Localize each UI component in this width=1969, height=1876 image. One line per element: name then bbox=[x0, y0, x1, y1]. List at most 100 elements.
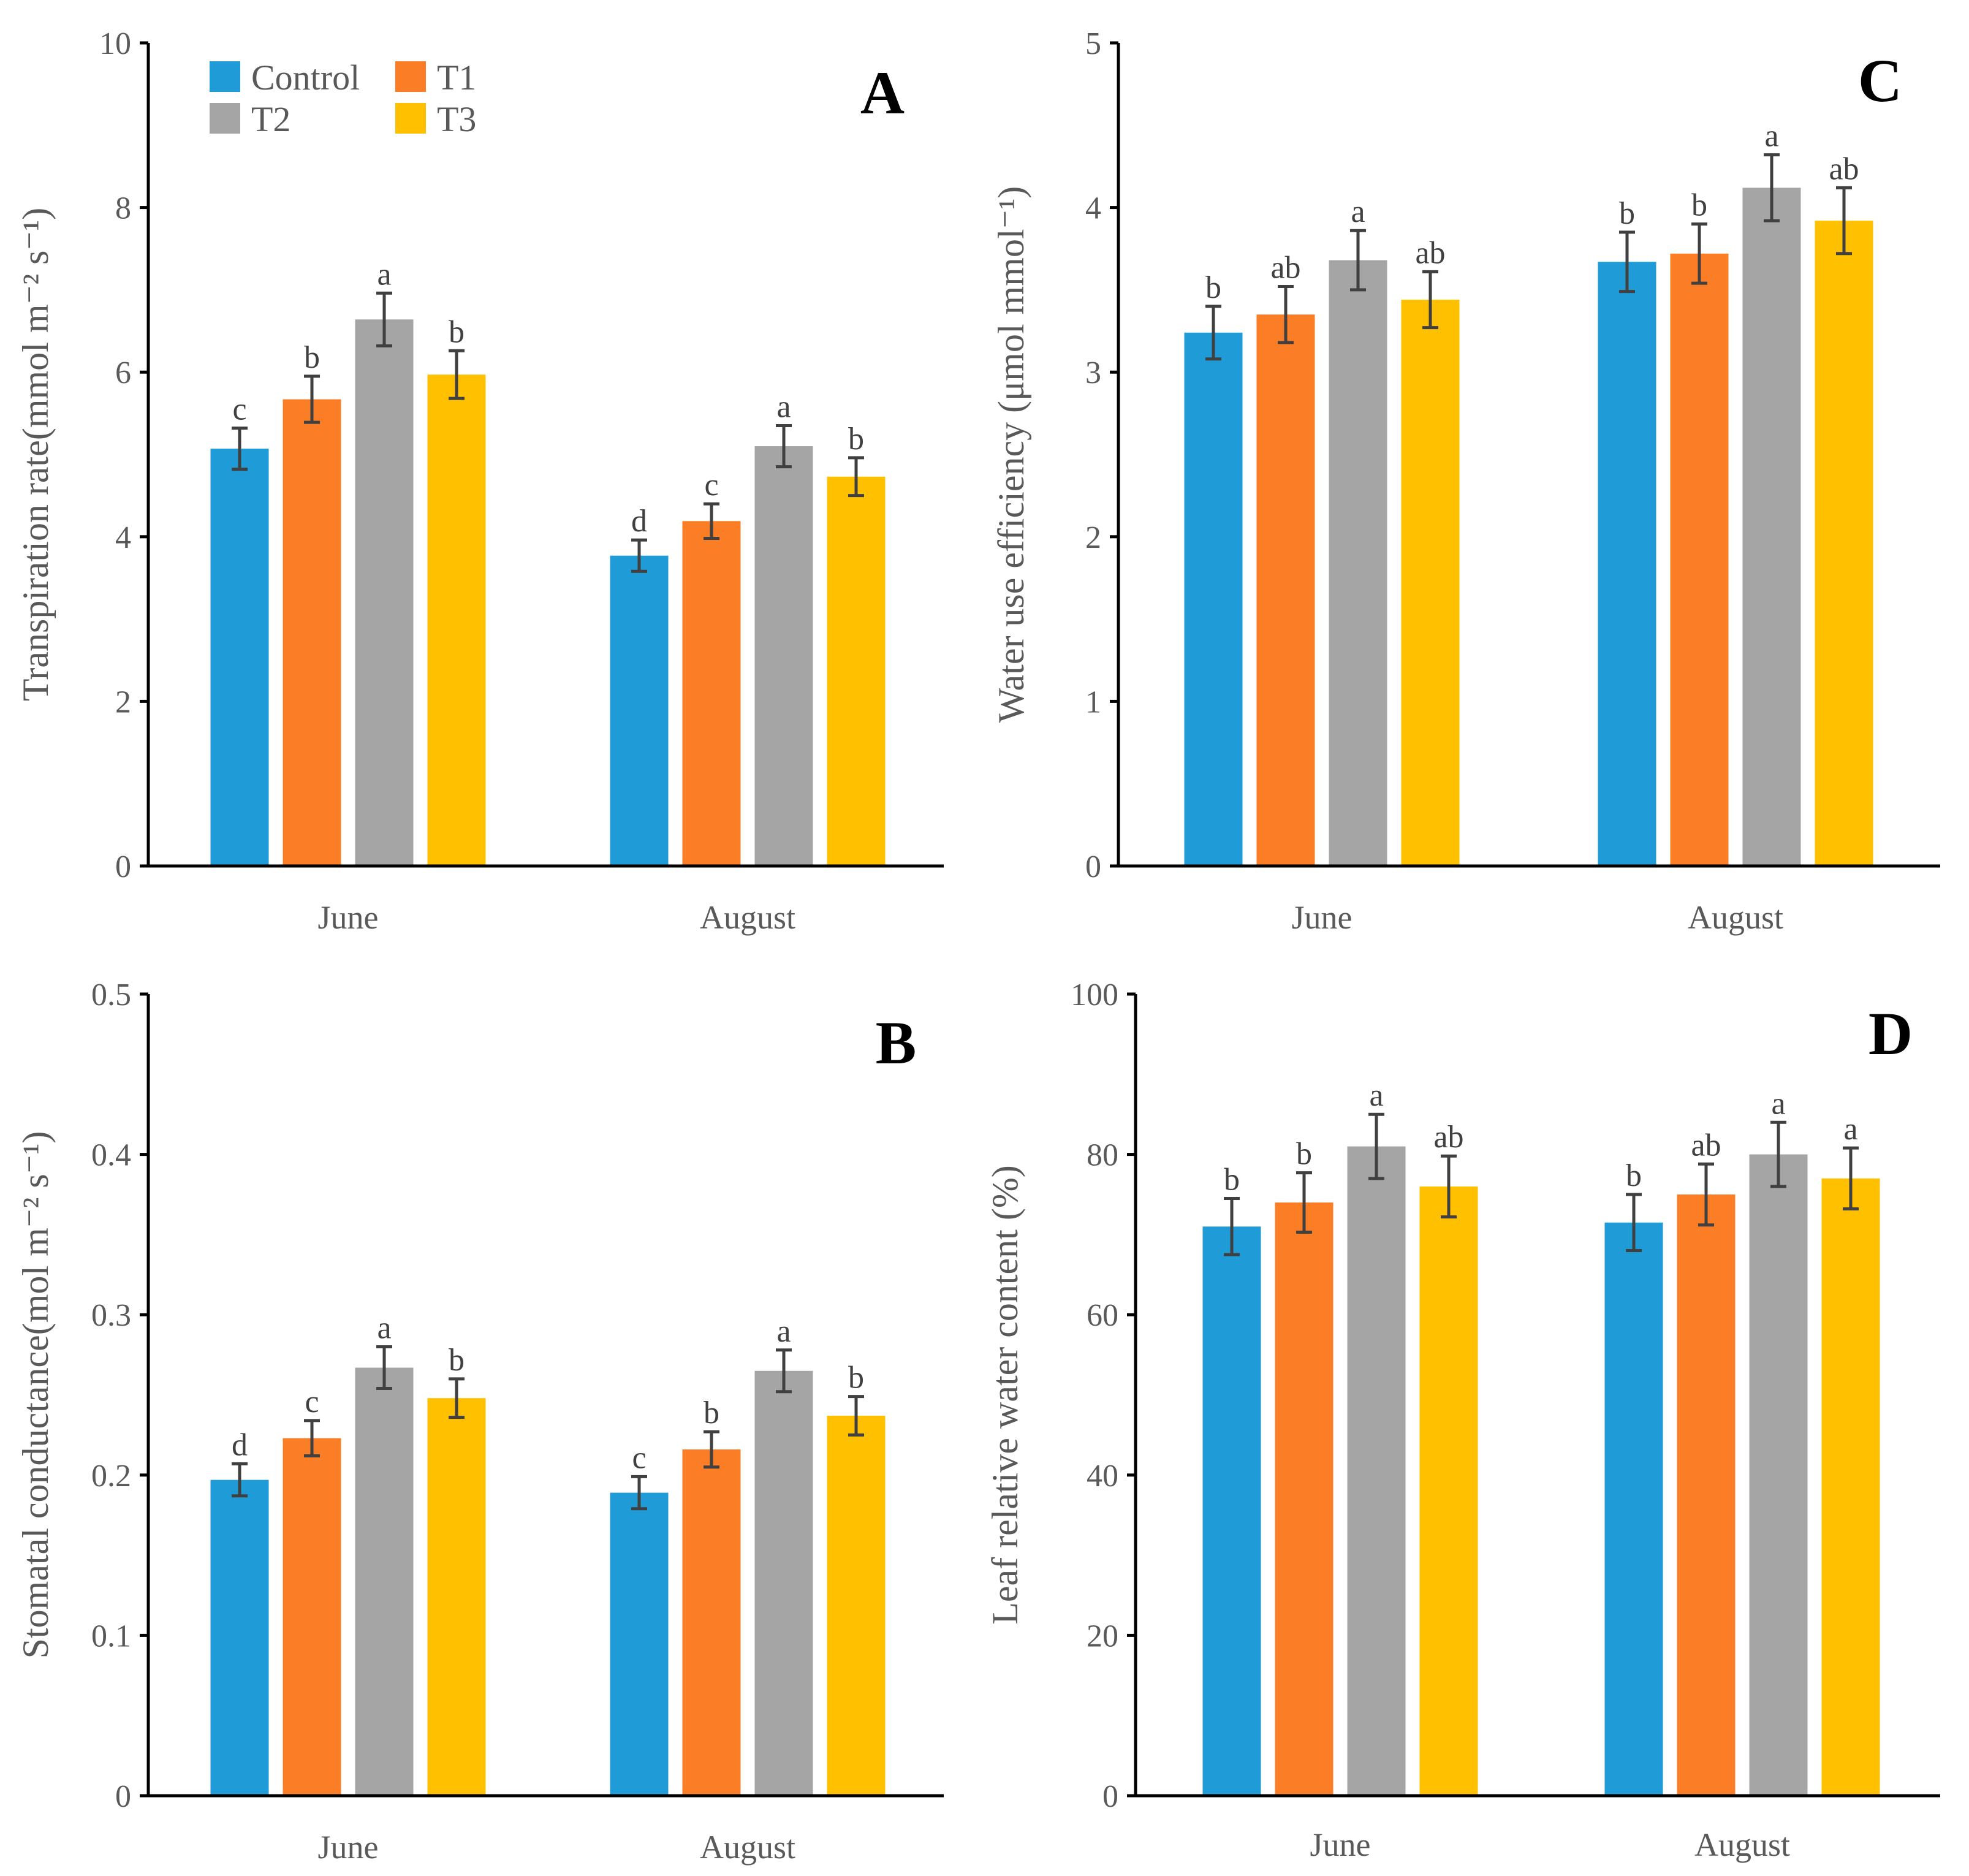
significance-letter: a bbox=[776, 389, 791, 424]
bar-c-june-control bbox=[1184, 332, 1243, 866]
error-bar bbox=[704, 502, 719, 540]
significance-letter: b bbox=[1619, 196, 1635, 231]
significance-letter: ab bbox=[1433, 1120, 1463, 1155]
significance-letter: b bbox=[449, 314, 465, 349]
bar-b-august-t3 bbox=[827, 1416, 886, 1796]
error-bar bbox=[1764, 153, 1780, 222]
bar-a-june-t2 bbox=[355, 319, 414, 866]
significance-letter: ab bbox=[1415, 235, 1445, 270]
panel-a: c d b c a a b b 0 2 4 6 8 10 June August Transpiration r… bbox=[15, 26, 944, 936]
y-tick-label: 0 bbox=[115, 1779, 131, 1814]
x-tick-label: August bbox=[700, 1829, 795, 1866]
bar-b-june-t3 bbox=[427, 1398, 486, 1796]
significance-letter: ab bbox=[1270, 251, 1300, 286]
bar-a-august-control bbox=[610, 555, 669, 866]
error-bar bbox=[1296, 1171, 1312, 1234]
bar-c-june-t1 bbox=[1256, 314, 1315, 866]
y-tick-label: 2 bbox=[115, 685, 131, 720]
panel-c: b b ab b a a ab ab 0 1 2 3 4 5 June August Water use eff… bbox=[991, 26, 1940, 936]
error-bar bbox=[1224, 1197, 1240, 1256]
y-tick-label: 8 bbox=[115, 191, 131, 226]
legend-swatch bbox=[395, 103, 426, 134]
significance-letter: a bbox=[776, 1314, 791, 1349]
bar-c-august-t2 bbox=[1742, 188, 1801, 866]
y-tick-label: 80 bbox=[1087, 1138, 1118, 1173]
y-tick-label: 10 bbox=[99, 26, 131, 61]
bar-a-june-control bbox=[210, 449, 269, 866]
significance-letter: d bbox=[232, 1427, 248, 1462]
bar-a-august-t1 bbox=[682, 521, 741, 866]
significance-letter: a bbox=[377, 257, 391, 292]
bar-c-august-control bbox=[1598, 262, 1656, 866]
error-bar bbox=[376, 1345, 392, 1391]
legend-label: T3 bbox=[437, 99, 476, 139]
y-tick-label: 2 bbox=[1085, 520, 1101, 555]
significance-letter: c bbox=[632, 1440, 646, 1475]
y-tick-label: 100 bbox=[1071, 978, 1118, 1012]
significance-letter: a bbox=[1369, 1078, 1383, 1113]
bar-d-august-t2 bbox=[1749, 1154, 1808, 1796]
x-tick-label: June bbox=[1310, 1826, 1371, 1863]
legend-item-t2: T2 bbox=[210, 99, 290, 139]
y-tick-label: 6 bbox=[115, 355, 131, 390]
significance-letter: b bbox=[1224, 1163, 1240, 1198]
y-tick-label: 60 bbox=[1087, 1298, 1118, 1333]
error-bar bbox=[1278, 285, 1294, 344]
error-bar bbox=[848, 1395, 864, 1437]
bar-d-august-control bbox=[1604, 1222, 1663, 1796]
y-tick-label: 0 bbox=[1102, 1779, 1118, 1814]
x-tick-label: August bbox=[1688, 899, 1783, 936]
y-tick-label: 0.2 bbox=[91, 1459, 131, 1494]
significance-letter: b bbox=[1296, 1137, 1312, 1172]
legend: Control T1 T2 T3 bbox=[210, 58, 476, 139]
bar-a-june-t3 bbox=[427, 374, 486, 866]
significance-letter: a bbox=[1843, 1112, 1857, 1147]
significance-letter: b bbox=[704, 1396, 719, 1430]
error-bar bbox=[449, 1377, 465, 1419]
error-bar bbox=[376, 291, 392, 347]
y-axis-title: Water use efficiency (μmol mmol⁻¹) bbox=[991, 186, 1031, 723]
significance-letter: c bbox=[704, 468, 718, 503]
error-bar bbox=[848, 456, 864, 498]
error-bar bbox=[232, 427, 248, 471]
error-bar bbox=[449, 349, 465, 400]
legend-swatch bbox=[210, 61, 240, 92]
significance-letter: a bbox=[1764, 119, 1778, 154]
significance-letter: c bbox=[232, 392, 246, 427]
significance-letter: b bbox=[848, 1361, 864, 1396]
error-bar bbox=[1205, 305, 1221, 361]
x-tick-label: June bbox=[1292, 899, 1353, 936]
error-bar bbox=[1698, 1162, 1714, 1227]
legend-label: T2 bbox=[251, 99, 290, 139]
y-tick-label: 0.5 bbox=[91, 978, 131, 1012]
bar-a-august-t3 bbox=[827, 476, 886, 866]
y-tick-label: 0 bbox=[115, 849, 131, 884]
bar-d-june-control bbox=[1202, 1226, 1261, 1796]
bar-d-august-t1 bbox=[1677, 1194, 1736, 1796]
significance-letter: ab bbox=[1829, 151, 1859, 186]
legend-label: Control bbox=[251, 58, 360, 97]
significance-letter: b bbox=[1626, 1158, 1642, 1193]
bar-b-june-control bbox=[210, 1479, 269, 1796]
significance-letter: a bbox=[1771, 1086, 1785, 1121]
error-bar bbox=[304, 374, 320, 424]
panel-label: D bbox=[1868, 1000, 1913, 1068]
x-tick-label: June bbox=[318, 1829, 379, 1866]
error-bar bbox=[1368, 1112, 1384, 1180]
significance-letter: b bbox=[1691, 188, 1707, 222]
panel-d: b b b ab a a ab a 0 20 40 60 80 100 June August Leaf rel… bbox=[985, 978, 1940, 1863]
y-tick-label: 0.4 bbox=[91, 1138, 131, 1173]
legend-swatch bbox=[395, 61, 426, 92]
bar-c-august-t1 bbox=[1670, 253, 1729, 867]
error-bar bbox=[1691, 222, 1707, 285]
legend-swatch bbox=[210, 103, 240, 134]
panel-label: A bbox=[860, 59, 905, 127]
panel-label: B bbox=[876, 1009, 917, 1077]
error-bar bbox=[1441, 1154, 1457, 1219]
x-tick-label: June bbox=[318, 899, 379, 936]
bar-a-august-t2 bbox=[754, 446, 813, 866]
panel-label: C bbox=[1858, 47, 1902, 115]
y-tick-label: 40 bbox=[1087, 1459, 1118, 1494]
error-bar bbox=[1422, 270, 1438, 330]
x-tick-label: August bbox=[1694, 1826, 1790, 1863]
